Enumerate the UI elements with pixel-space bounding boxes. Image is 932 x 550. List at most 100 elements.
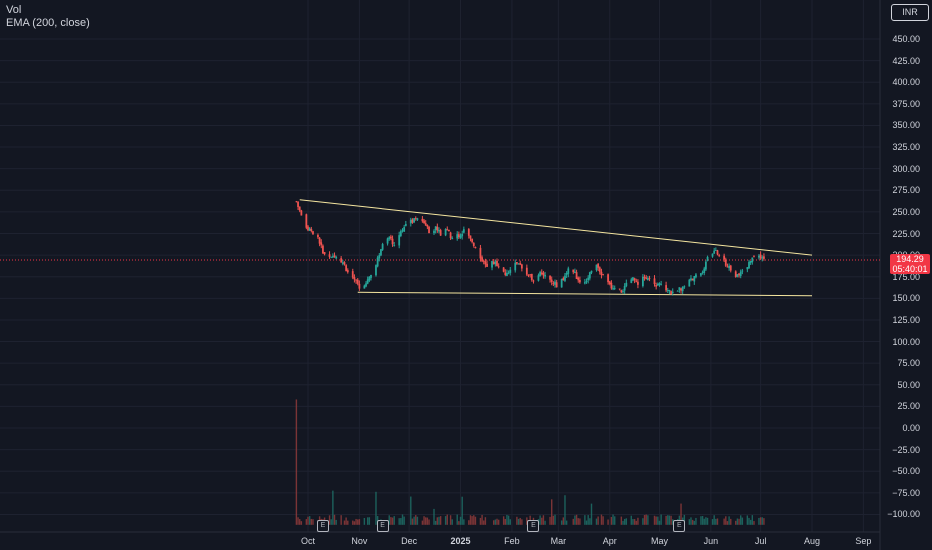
volume-bar bbox=[492, 520, 495, 525]
candle-body bbox=[444, 229, 447, 236]
volume-bar bbox=[484, 517, 487, 525]
volume-bar bbox=[574, 515, 576, 525]
volume-bar bbox=[299, 519, 301, 525]
candle-body bbox=[308, 228, 311, 231]
candle-body bbox=[632, 277, 634, 281]
earnings-marker[interactable]: E bbox=[316, 520, 329, 532]
candle-body bbox=[404, 223, 407, 226]
y-tick-label: 175.00 bbox=[892, 271, 920, 282]
candle-body bbox=[643, 276, 646, 279]
candle-body bbox=[351, 271, 354, 278]
y-tick-label: −25.00 bbox=[892, 444, 920, 455]
volume-bar bbox=[400, 518, 402, 525]
candle-body bbox=[678, 287, 681, 290]
candle-body bbox=[537, 275, 540, 281]
earnings-marker[interactable]: E bbox=[527, 520, 540, 532]
candle-body bbox=[680, 288, 682, 291]
candle-body bbox=[472, 243, 475, 246]
candle-body bbox=[416, 218, 419, 220]
volume-bar bbox=[693, 520, 695, 525]
candle-body bbox=[502, 267, 505, 272]
earnings-marker[interactable]: E bbox=[673, 520, 686, 532]
volume-bar bbox=[438, 516, 440, 525]
candle-body bbox=[298, 206, 301, 211]
volume-bar bbox=[728, 516, 730, 525]
candle-body bbox=[585, 281, 588, 282]
volume-bar bbox=[575, 514, 578, 525]
candle-body bbox=[386, 238, 389, 244]
candle-body bbox=[763, 256, 765, 259]
volume-bar bbox=[363, 518, 366, 525]
volume-bar bbox=[497, 519, 500, 525]
x-tick-label: Mar bbox=[550, 536, 567, 546]
volume-bar bbox=[416, 516, 419, 525]
candle-body bbox=[655, 285, 658, 287]
currency-button[interactable]: INR bbox=[891, 4, 929, 21]
candle-body bbox=[297, 201, 299, 207]
volume-bar bbox=[509, 519, 511, 525]
volume-bar bbox=[657, 516, 659, 525]
candle-body bbox=[462, 229, 465, 233]
volume-bar bbox=[310, 518, 313, 525]
legend-volume[interactable]: Vol bbox=[6, 4, 22, 16]
volume-bar bbox=[423, 516, 425, 525]
earnings-marker[interactable]: E bbox=[376, 520, 389, 532]
candle-body bbox=[414, 218, 417, 219]
volume-bar bbox=[705, 517, 707, 525]
volume-bar bbox=[436, 517, 439, 525]
volume-bar bbox=[587, 515, 589, 525]
candle-body bbox=[683, 286, 686, 288]
volume-bar bbox=[749, 519, 752, 525]
candle-body bbox=[738, 273, 740, 276]
candle-body bbox=[625, 282, 628, 287]
volume-bar bbox=[297, 517, 299, 525]
volume-bar bbox=[542, 515, 545, 525]
volume-bar bbox=[393, 516, 395, 525]
volume-bar bbox=[332, 490, 334, 525]
volume-bar bbox=[565, 520, 568, 525]
candle-body bbox=[381, 244, 384, 250]
volume-bar bbox=[554, 514, 556, 525]
candle-body bbox=[504, 272, 507, 275]
candle-body bbox=[716, 250, 719, 255]
candle-body bbox=[356, 279, 359, 284]
candle-body bbox=[646, 278, 649, 281]
x-tick-label: Aug bbox=[803, 536, 821, 546]
volume-bar bbox=[711, 519, 714, 525]
volume-bar bbox=[643, 515, 646, 525]
volume-bar bbox=[670, 515, 672, 525]
candle-body bbox=[690, 278, 692, 281]
candle-body bbox=[449, 232, 452, 239]
candle-body bbox=[567, 268, 570, 274]
last-price-badge: 194.29 05:40:01 bbox=[890, 254, 930, 274]
legend-ema[interactable]: EMA (200, close) bbox=[6, 17, 90, 29]
volume-bar bbox=[541, 517, 543, 525]
candle-body bbox=[459, 235, 462, 238]
candle-body bbox=[560, 278, 563, 288]
candle-body bbox=[728, 265, 731, 269]
volume-bar bbox=[706, 517, 709, 525]
candle-body bbox=[641, 276, 644, 287]
volume-bar bbox=[353, 521, 356, 525]
candle-body bbox=[648, 277, 651, 279]
candle-body bbox=[345, 265, 348, 272]
volume-bar bbox=[645, 514, 647, 525]
candle-body bbox=[451, 237, 454, 240]
candle-body bbox=[660, 283, 663, 285]
candle-body bbox=[529, 274, 532, 276]
candle-body bbox=[676, 290, 679, 292]
x-tick-label: Sep bbox=[855, 536, 872, 546]
trendline-upper bbox=[299, 199, 813, 256]
volume-bar bbox=[388, 515, 390, 525]
volume-bar bbox=[572, 518, 574, 525]
volume-bar bbox=[735, 520, 737, 525]
candle-body bbox=[695, 274, 697, 278]
y-tick-label: 250.00 bbox=[892, 206, 920, 217]
volume-bar bbox=[741, 517, 744, 525]
candle-body bbox=[486, 263, 488, 267]
y-tick-label: 325.00 bbox=[892, 142, 920, 153]
x-tick-label: Jun bbox=[703, 536, 719, 546]
candle-body bbox=[341, 262, 344, 264]
volume-bar bbox=[723, 518, 725, 525]
